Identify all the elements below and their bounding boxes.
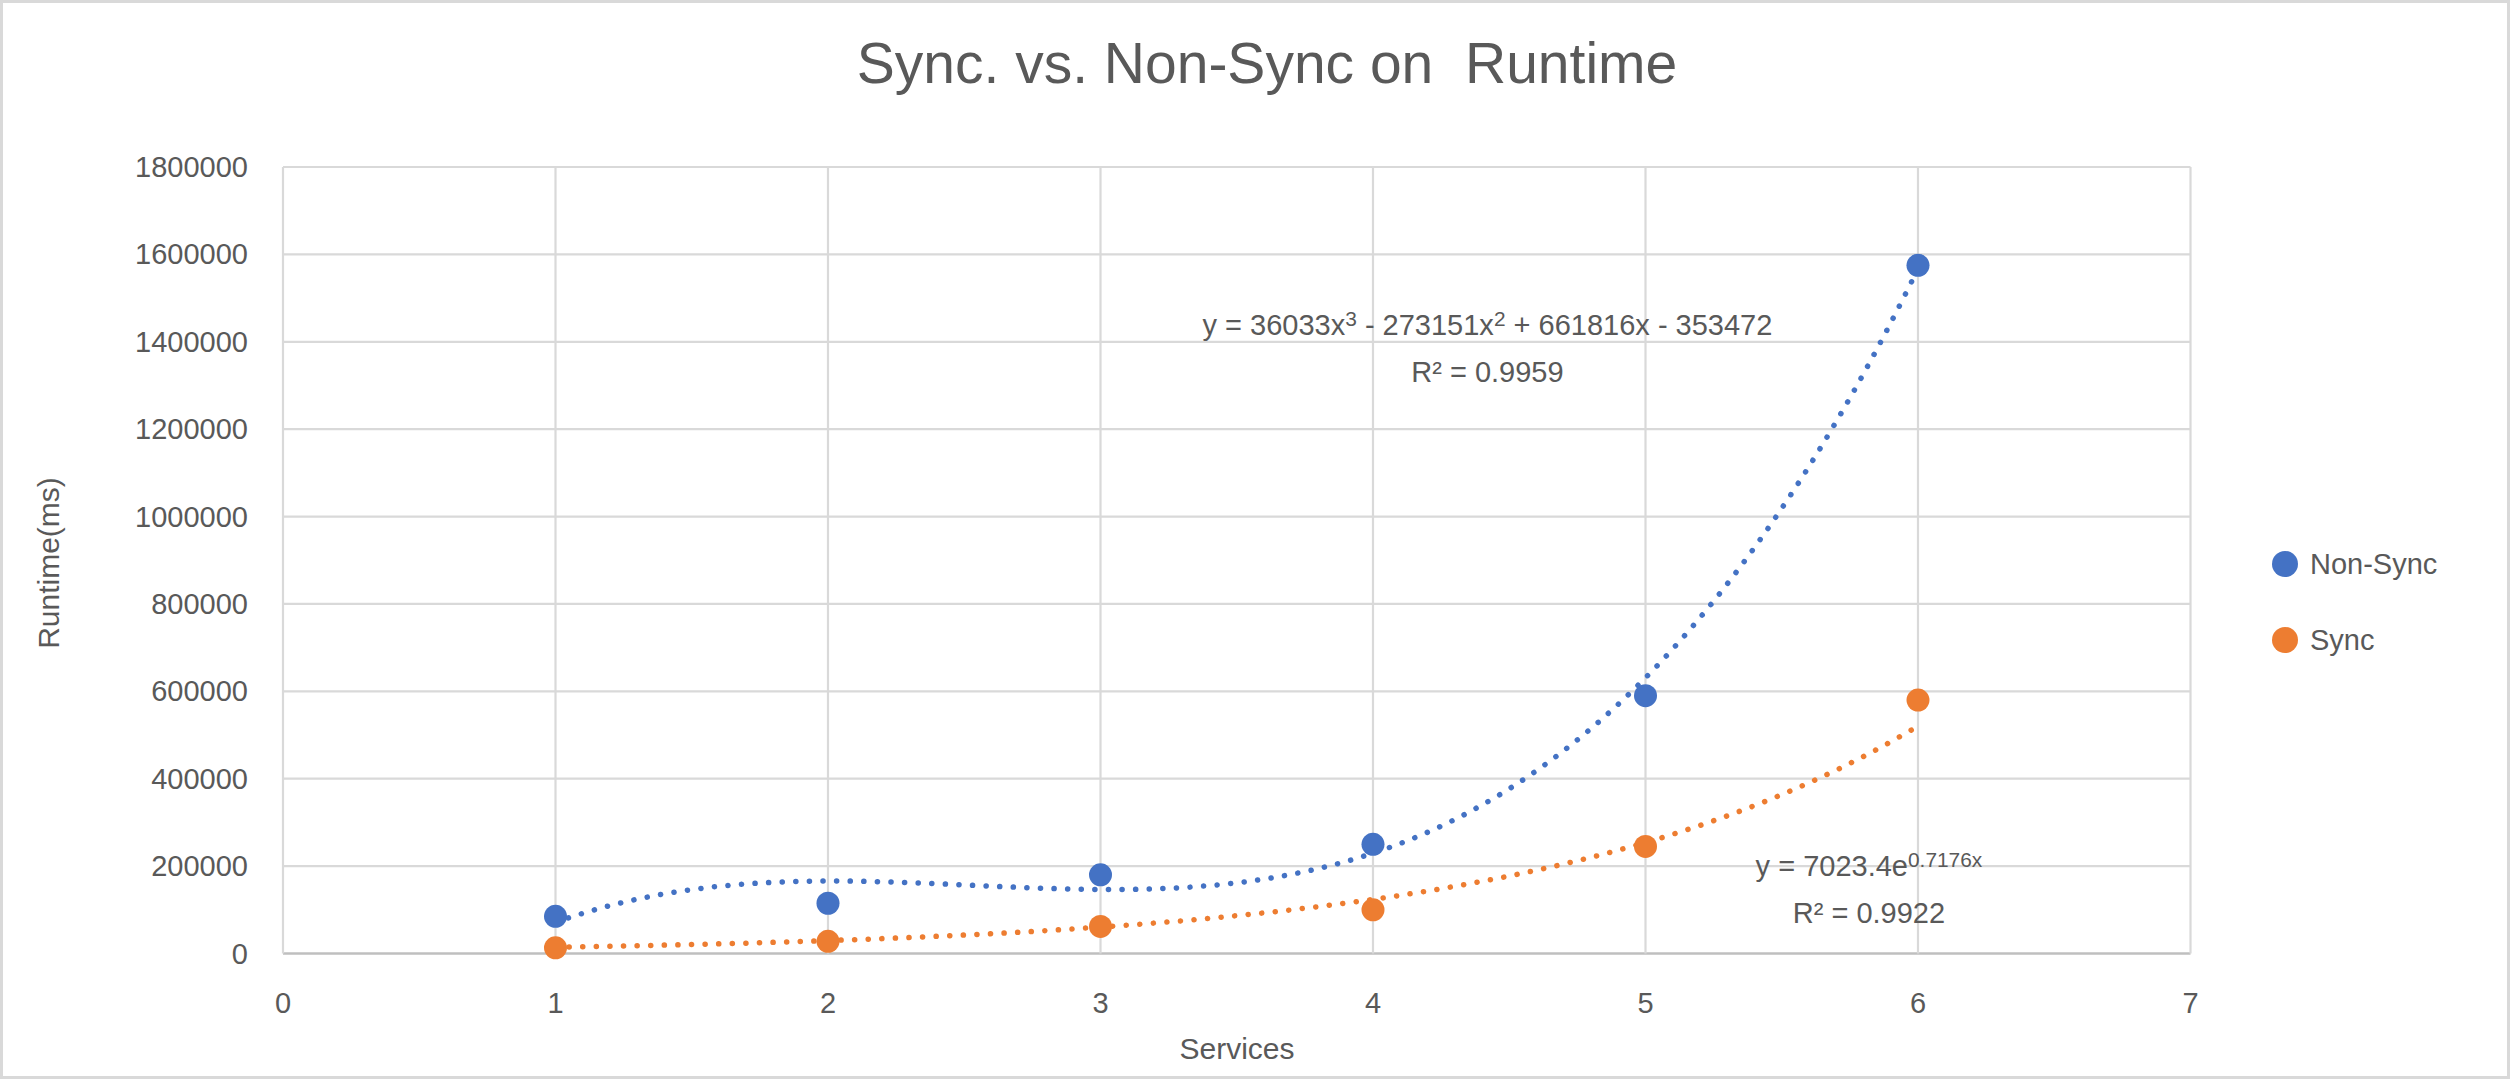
x-tick-label: 5 [1637, 987, 1653, 1019]
data-point-non-sync [1907, 254, 1930, 277]
chart-frame: Sync. vs. Non-Sync on Runtime 0200000400… [0, 0, 2510, 1079]
y-tick-label: 0 [232, 938, 248, 970]
legend-marker-non-sync [2272, 551, 2298, 577]
data-point-sync [1907, 689, 1930, 712]
chart-canvas: 0 200000 400000 600000 800000 1000000 1200000 1… [3, 3, 2510, 1079]
data-point-non-sync [1362, 833, 1385, 856]
data-point-sync [1634, 835, 1657, 858]
y-tick-label: 600000 [151, 675, 248, 707]
legend-marker-sync [2272, 627, 2298, 653]
data-point-sync [1089, 915, 1112, 938]
y-tick-label: 200000 [151, 850, 248, 882]
x-tick-label: 7 [2182, 987, 2198, 1019]
data-point-sync [1362, 898, 1385, 921]
x-tick-label: 1 [547, 987, 563, 1019]
y-tick-label: 400000 [151, 763, 248, 795]
data-point-sync [544, 936, 567, 959]
gridlines [283, 167, 2191, 954]
x-axis-title: Services [1179, 1032, 1294, 1065]
x-tick-label: 3 [1092, 987, 1108, 1019]
legend: Non-Sync Sync [2272, 548, 2437, 656]
y-axis-title: Runtime(ms) [32, 477, 65, 649]
y-tick-label: 1600000 [135, 238, 248, 270]
data-point-non-sync [544, 905, 567, 928]
plot-series [544, 254, 1930, 960]
y-tick-label: 1400000 [135, 326, 248, 358]
axis-tick-labels: 0 200000 400000 600000 800000 1000000 1200000 1… [135, 151, 2198, 1019]
y-tick-label: 1200000 [135, 413, 248, 445]
y-tick-label: 1800000 [135, 151, 248, 183]
legend-label-sync: Sync [2310, 624, 2374, 656]
data-point-non-sync [1634, 684, 1657, 707]
x-tick-label: 0 [275, 987, 291, 1019]
trendline-non-sync [556, 269, 1919, 923]
y-tick-label: 800000 [151, 588, 248, 620]
data-point-non-sync [817, 892, 840, 915]
trendline-sync [556, 726, 1919, 947]
x-tick-label: 4 [1365, 987, 1381, 1019]
x-tick-label: 2 [820, 987, 836, 1019]
y-tick-label: 1000000 [135, 501, 248, 533]
data-point-non-sync [1089, 863, 1112, 886]
data-point-sync [817, 930, 840, 953]
x-tick-label: 6 [1910, 987, 1926, 1019]
legend-label-non-sync: Non-Sync [2310, 548, 2437, 580]
